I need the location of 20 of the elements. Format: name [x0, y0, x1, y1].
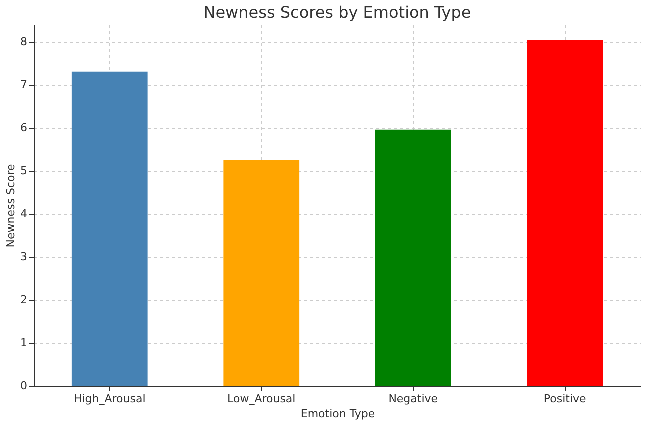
x-tick-label: High_Arousal	[74, 392, 146, 406]
y-tick-label: 4	[20, 208, 28, 221]
y-tick-label: 6	[20, 122, 28, 135]
x-axis-title: Emotion Type	[300, 408, 376, 420]
y-axis-title: Newness Score	[4, 164, 18, 248]
bar	[375, 130, 452, 386]
y-tick-label: 3	[20, 250, 28, 264]
x-tick-label: Low_Arousal	[228, 392, 296, 406]
chart-title: Newness Scores by Emotion Type	[204, 3, 472, 22]
bar	[72, 72, 148, 386]
bar	[527, 40, 604, 386]
bar	[224, 160, 300, 386]
y-tick-label: 2	[20, 294, 28, 307]
y-tick-label: 1	[20, 336, 28, 350]
y-tick-label: 7	[20, 78, 28, 92]
x-tick-label: Negative	[388, 392, 438, 406]
y-tick-label: 8	[20, 36, 28, 49]
y-tick-label: 5	[20, 164, 28, 178]
y-tick-label: 0	[20, 380, 28, 392]
x-tick-label: Positive	[544, 392, 587, 406]
